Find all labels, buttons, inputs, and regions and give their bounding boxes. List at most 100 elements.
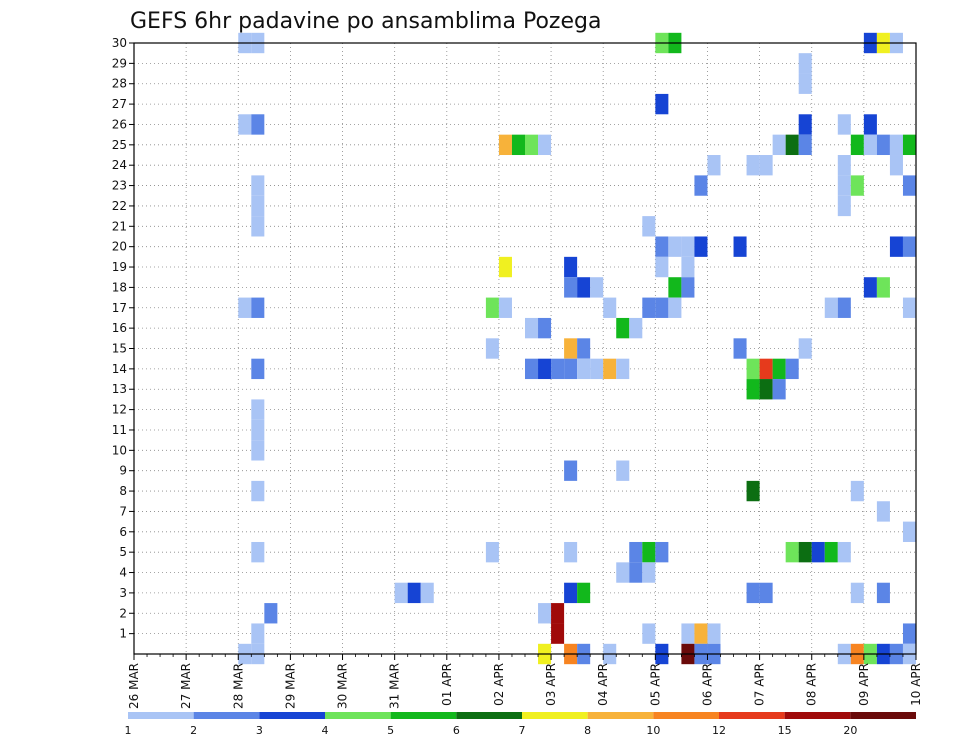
heatmap-cell xyxy=(629,562,643,583)
heatmap-cell xyxy=(616,460,630,481)
y-tick-label: 29 xyxy=(112,56,127,70)
heatmap-cell xyxy=(668,277,682,298)
heatmap-cell xyxy=(850,582,864,604)
x-axis: 26 MAR 27 MAR 28 MAR 29 MAR 30 MAR 31 MAR 01 A… xyxy=(127,654,923,709)
heatmap-cell xyxy=(876,277,890,298)
heatmap-cell xyxy=(655,236,669,257)
heatmap-cell xyxy=(551,623,565,644)
heatmap-cell xyxy=(251,440,265,461)
heatmap-cell xyxy=(420,582,434,604)
heatmap-cell xyxy=(772,379,786,400)
x-tick-label: 10 APR xyxy=(909,663,923,706)
heatmap-cell xyxy=(251,480,265,502)
heatmap-cell xyxy=(694,175,708,196)
heatmap-cell xyxy=(264,603,278,624)
heatmap-cell xyxy=(902,521,916,542)
heatmap-cell xyxy=(902,175,916,196)
heatmap-cell xyxy=(785,541,799,563)
heatmap-cell xyxy=(707,623,721,644)
heatmap-cell xyxy=(863,277,877,298)
heatmap-cell xyxy=(902,297,916,318)
x-tick-label: 28 MAR xyxy=(231,663,245,709)
heatmap-cell xyxy=(746,480,760,502)
heatmap-cell xyxy=(837,297,851,318)
heatmap-cell xyxy=(251,114,265,135)
heatmap-cell xyxy=(837,155,851,176)
heatmap-cell xyxy=(251,399,265,420)
color-swatch xyxy=(850,712,916,719)
heatmap-cell xyxy=(616,562,630,583)
heatmap-cell xyxy=(251,358,265,380)
heatmap-cell xyxy=(681,236,695,257)
y-axis: 1234567891011121314151617181920212223242… xyxy=(112,36,134,641)
heatmap-cell xyxy=(485,338,499,359)
heatmap-cell xyxy=(850,480,864,502)
y-tick-label: 24 xyxy=(112,158,127,172)
heatmap-cell xyxy=(785,134,799,156)
heatmap-cell xyxy=(876,501,890,522)
color-legend-label: 4 xyxy=(322,724,329,737)
heatmap-cell xyxy=(668,236,682,257)
color-swatch xyxy=(784,712,851,719)
heatmap-cell xyxy=(746,358,760,380)
color-legend-label: 1 xyxy=(125,724,132,737)
y-tick-label: 22 xyxy=(112,199,127,213)
heatmap-cell xyxy=(746,155,760,176)
heatmap-cell xyxy=(850,134,864,156)
y-tick-label: 8 xyxy=(119,484,127,498)
color-swatch xyxy=(587,712,654,719)
color-swatch xyxy=(653,712,719,719)
x-tick-label: 06 APR xyxy=(700,663,714,706)
y-tick-label: 30 xyxy=(112,36,127,50)
y-tick-label: 14 xyxy=(112,362,127,376)
heatmap-cell xyxy=(772,134,786,156)
y-tick-label: 16 xyxy=(112,321,127,335)
color-legend-label: 20 xyxy=(843,724,857,737)
heatmap-cell xyxy=(811,541,825,563)
heatmap-cell xyxy=(746,582,760,604)
heatmap-cell xyxy=(668,297,682,318)
heatmap-cell xyxy=(525,317,539,339)
y-tick-label: 13 xyxy=(112,382,127,396)
heatmap-cell xyxy=(707,155,721,176)
chart-title: GEFS 6hr padavine po ansamblima Pozega xyxy=(130,9,601,34)
x-tick-label: 29 MAR xyxy=(283,663,297,709)
heatmap-cell xyxy=(837,175,851,196)
heatmap-cell xyxy=(798,114,812,135)
heatmap-cell xyxy=(642,623,656,644)
y-tick-label: 4 xyxy=(119,566,127,580)
heatmap-cell xyxy=(681,623,695,644)
x-tick-label: 01 APR xyxy=(440,663,454,706)
heatmap-cell xyxy=(902,236,916,257)
color-legend-label: 12 xyxy=(712,724,726,737)
heatmap-cell xyxy=(824,297,838,318)
y-tick-label: 1 xyxy=(119,627,127,641)
color-swatch xyxy=(719,712,785,719)
heatmap-cell xyxy=(785,358,799,380)
color-legend-label: 5 xyxy=(387,724,394,737)
x-tick-label: 04 APR xyxy=(596,663,610,706)
heatmap-cell xyxy=(251,195,265,217)
heatmap-cell xyxy=(485,297,499,318)
heatmap-cell xyxy=(642,216,656,237)
heatmap-cell xyxy=(837,114,851,135)
color-swatch xyxy=(390,712,457,719)
heatmap-cell xyxy=(525,134,539,156)
y-tick-label: 6 xyxy=(119,525,127,539)
heatmap-cell xyxy=(251,623,265,644)
y-tick-label: 20 xyxy=(112,240,127,254)
heatmap-cell xyxy=(251,175,265,196)
color-legend-label: 3 xyxy=(256,724,263,737)
y-tick-label: 27 xyxy=(112,97,127,111)
heatmap-cell xyxy=(251,216,265,237)
heatmap-cell xyxy=(655,297,669,318)
y-tick-label: 9 xyxy=(119,464,127,478)
heatmap-cell xyxy=(577,338,591,359)
y-tick-label: 5 xyxy=(119,545,127,559)
heatmap-cell xyxy=(798,73,812,94)
heatmap-cell xyxy=(642,541,656,563)
heatmap-cell xyxy=(603,358,617,380)
heatmap-cell xyxy=(498,134,512,156)
x-tick-label: 07 APR xyxy=(753,663,767,706)
heatmap-cell xyxy=(798,338,812,359)
